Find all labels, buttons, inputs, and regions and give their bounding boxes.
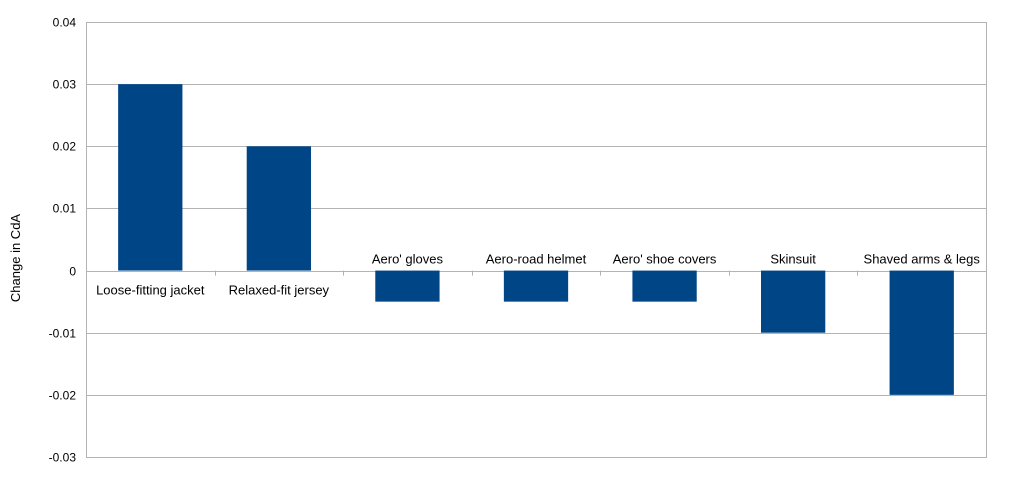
y-tick-label: -0.01 <box>49 327 77 341</box>
bar <box>889 270 954 395</box>
category-label: Loose-fitting jacket <box>96 283 205 298</box>
category-label: Aero-road helmet <box>486 252 587 267</box>
bar <box>761 270 826 333</box>
bars <box>118 84 954 395</box>
y-tick-label: 0.02 <box>53 140 77 154</box>
category-label: Skinsuit <box>770 252 816 267</box>
bar <box>118 84 183 271</box>
y-tick-label: 0.03 <box>53 78 77 92</box>
y-tick-label: -0.03 <box>49 451 77 465</box>
plot-frame <box>86 22 987 458</box>
category-label: Relaxed-fit jersey <box>229 283 330 298</box>
category-label: Shaved arms & legs <box>864 252 981 267</box>
y-tick-label: 0 <box>69 265 76 279</box>
gridlines <box>86 22 987 458</box>
y-axis-title: Change in CdA <box>8 214 23 302</box>
bar <box>246 146 311 271</box>
category-label: Aero' shoe covers <box>613 252 717 267</box>
y-tick-label: 0.04 <box>53 16 77 30</box>
y-axis-ticks: 0.04 0.03 0.02 0.01 0 -0.01 -0.02 -0.03 <box>49 16 77 465</box>
category-labels: Loose-fitting jacket Relaxed-fit jersey Ae… <box>96 252 980 298</box>
bar <box>375 270 440 302</box>
y-tick-label: -0.02 <box>49 389 77 403</box>
y-tick-label: 0.01 <box>53 202 77 216</box>
category-label: Aero' gloves <box>372 252 444 267</box>
bar <box>503 270 569 302</box>
bar <box>632 270 697 302</box>
